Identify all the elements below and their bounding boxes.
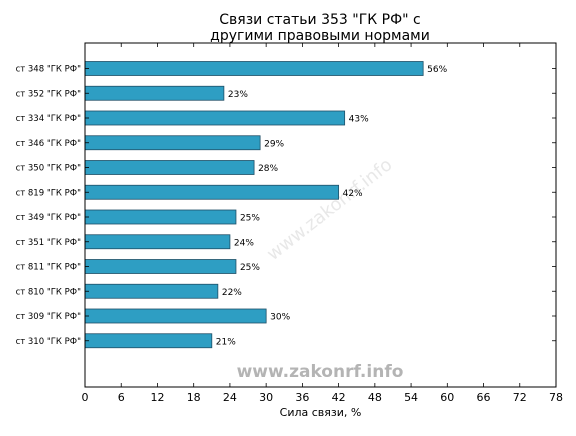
y-tick-label: ст 819 "ГК РФ" [16, 188, 82, 198]
bar [84, 308, 267, 324]
watermark-text: www.zakonrf.info [237, 362, 404, 382]
x-tick-label: 30 [259, 391, 273, 404]
bar [84, 283, 219, 299]
bar [84, 234, 231, 250]
x-tick-label: 12 [150, 391, 164, 404]
y-axis: ст 348 "ГК РФ" ст 352 "ГК РФ" ст 334 "ГК Р… [16, 65, 556, 347]
x-tick-label: 48 [368, 391, 382, 404]
x-tick-label: 72 [513, 391, 527, 404]
bar [84, 184, 340, 200]
bars: 56% 23% 43% 29% 28% 42% 25% 24% 25% 22% 30% 21% [84, 61, 448, 349]
y-tick-label: ст 810 "ГК РФ" [16, 287, 82, 297]
bar-value-label: 30% [270, 313, 290, 323]
bar-value-label: 25% [240, 214, 260, 224]
bar [84, 135, 261, 151]
y-tick-label: ст 350 "ГК РФ" [16, 164, 82, 174]
bar-value-label: 21% [216, 337, 236, 347]
chart-title-line: Связи статьи 353 "ГК РФ" с [219, 12, 420, 28]
bar-value-label: 43% [349, 115, 369, 125]
y-tick-label: ст 334 "ГК РФ" [16, 114, 82, 124]
bar-value-label: 29% [264, 139, 284, 149]
y-tick-label: ст 348 "ГК РФ" [16, 65, 82, 75]
y-tick-label: ст 349 "ГК РФ" [16, 213, 82, 223]
y-tick-label: ст 309 "ГК РФ" [16, 312, 82, 322]
chart-title-line: другими правовыми нормами [210, 28, 430, 44]
bar [84, 333, 213, 349]
x-tick-label: 60 [440, 391, 454, 404]
x-axis-label: Сила связи, % [280, 406, 362, 419]
bar [84, 110, 346, 126]
x-tick-label: 54 [404, 391, 418, 404]
watermark-diagonal-text: www.zakonrf.info [263, 154, 396, 265]
x-tick-label: 0 [82, 391, 89, 404]
bar [84, 160, 255, 175]
y-tick-label: ст 811 "ГК РФ" [16, 263, 82, 273]
bar-value-label: 25% [240, 263, 260, 273]
y-tick-label: ст 346 "ГК РФ" [16, 139, 82, 149]
bar-value-label: 42% [343, 189, 363, 199]
y-tick-label: ст 310 "ГК РФ" [16, 337, 82, 347]
bar-value-label: 23% [228, 90, 248, 100]
x-tick-label: 18 [187, 391, 201, 404]
bar [84, 209, 237, 225]
x-tick-label: 42 [332, 391, 346, 404]
y-tick-label: ст 352 "ГК РФ" [16, 89, 82, 99]
bar [84, 259, 237, 274]
bar-value-label: 22% [222, 288, 242, 298]
y-tick-label: ст 351 "ГК РФ" [16, 238, 82, 248]
plot-frame [84, 42, 557, 388]
x-tick-label: 66 [477, 391, 491, 404]
bar-value-label: 24% [234, 238, 254, 248]
bar [84, 85, 225, 101]
x-tick-label: 36 [295, 391, 309, 404]
bar-value-label: 28% [258, 164, 278, 174]
bar-value-label: 56% [427, 65, 447, 75]
x-tick-label: 78 [549, 391, 563, 404]
bar [84, 61, 424, 76]
x-axis: 0 6 12 18 24 30 36 42 48 54 60 66 72 78 Сила связи, % [82, 43, 563, 419]
x-tick-label: 24 [223, 391, 237, 404]
plot-border [84, 42, 557, 388]
x-tick-label: 6 [118, 391, 125, 404]
